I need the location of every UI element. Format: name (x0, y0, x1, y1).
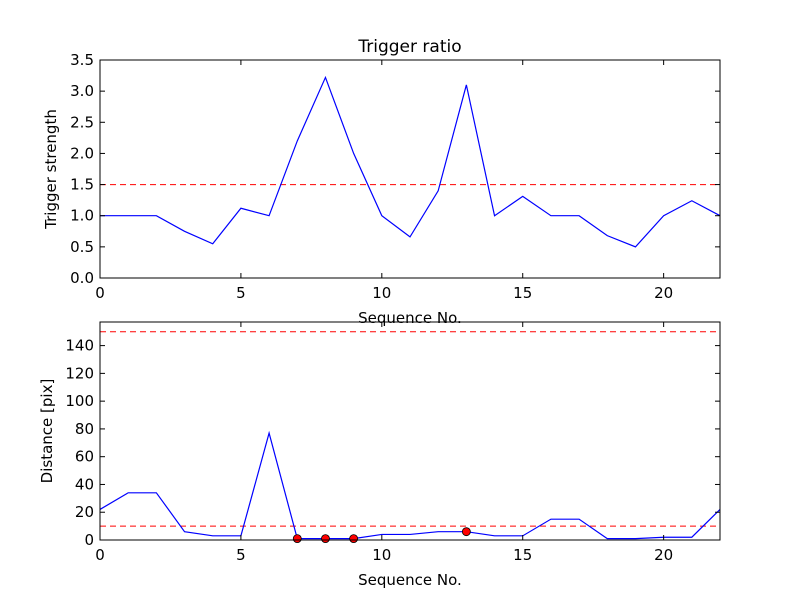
data-point-marker (461, 527, 471, 537)
x-axis-label: Sequence No. (358, 571, 462, 589)
y-tick-label: 2.5 (70, 113, 94, 131)
x-tick-label: 5 (236, 546, 246, 564)
y-tick-label: 40 (75, 475, 94, 493)
y-tick-label: 0 (84, 531, 94, 549)
y-tick-label: 140 (65, 337, 94, 355)
plot-frame (99, 59, 721, 279)
y-tick-label: 3.0 (70, 82, 94, 100)
y-tick-label: 60 (75, 448, 94, 466)
series-line (99, 430, 721, 540)
y-tick-label: 3.5 (70, 51, 94, 69)
y-tick-label: 0.0 (70, 269, 94, 287)
plot-frame (99, 321, 721, 541)
x-tick-label: 0 (95, 546, 105, 564)
x-tick-label: 15 (513, 546, 532, 564)
y-tick-label: 1.5 (70, 176, 94, 194)
x-axis-label: Sequence No. (358, 309, 462, 327)
y-axis-label: Distance [pix] (38, 379, 56, 484)
data-point-marker (349, 534, 359, 544)
y-tick-label: 80 (75, 420, 94, 438)
data-point-marker (321, 534, 330, 544)
x-tick-label: 10 (372, 546, 391, 564)
data-point-marker (292, 534, 302, 544)
y-tick-label: 2.0 (70, 144, 94, 162)
y-tick-label: 20 (75, 503, 94, 521)
chart-title: Trigger ratio (357, 37, 461, 57)
y-tick-label: 0.5 (70, 238, 94, 256)
x-tick-label: 5 (236, 284, 246, 302)
distance-subplot: Sequence No. Distance [pix] 0 5 10 15 20 0 20 4… (38, 321, 721, 589)
x-tick-label: 20 (654, 546, 673, 564)
series-line (100, 75, 721, 248)
x-tick-label: 10 (372, 284, 391, 302)
y-tick-label: 120 (65, 364, 94, 382)
y-tick-label: 1.0 (70, 207, 94, 225)
x-tick-label: 20 (654, 284, 673, 302)
y-axis-label: Trigger strength (42, 109, 60, 230)
y-tick-label: 100 (65, 392, 94, 410)
x-tick-label: 15 (513, 284, 532, 302)
x-tick-label: 0 (95, 284, 105, 302)
trigger-ratio-subplot: Trigger ratio Sequence No. Trigger stren… (42, 37, 721, 327)
